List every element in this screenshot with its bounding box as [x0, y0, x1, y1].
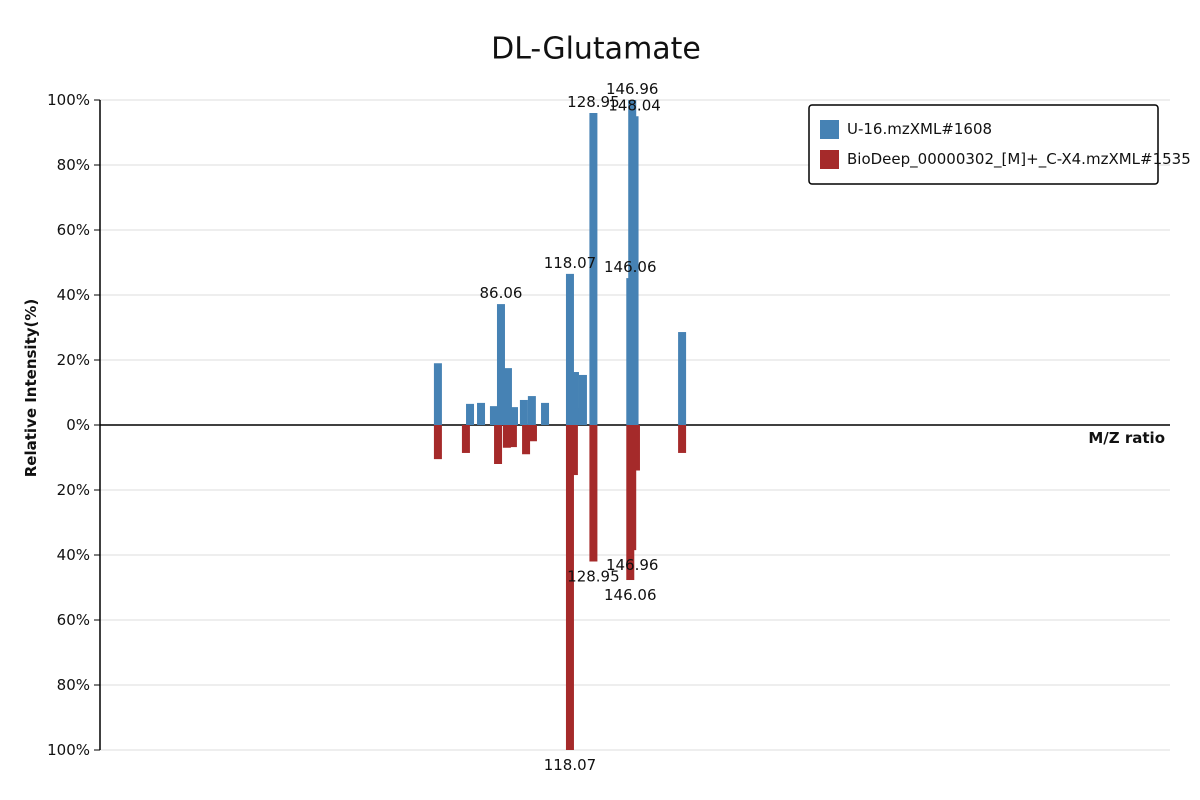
bar — [527, 396, 536, 425]
peak-label: 146.96 — [606, 80, 659, 98]
peak-label: 148.04 — [608, 96, 661, 114]
bar — [477, 402, 486, 425]
legend-swatch — [820, 120, 839, 139]
bar — [678, 425, 687, 453]
legend-label: BioDeep_00000302_[M]+_C-X4.mzXML#1535 — [847, 150, 1191, 169]
bar — [519, 399, 528, 425]
bar — [508, 425, 517, 448]
peak-label: 128.95 — [567, 93, 620, 111]
bar — [565, 425, 574, 750]
bar — [461, 425, 470, 453]
y-tick-label: 0% — [66, 416, 90, 434]
bar — [509, 407, 518, 425]
bar — [466, 403, 475, 425]
y-tick-label: 60% — [57, 611, 90, 629]
bar — [570, 372, 579, 425]
bar — [541, 402, 550, 425]
legend-label: U-16.mzXML#1608 — [847, 120, 992, 138]
y-tick-label: 100% — [47, 91, 90, 109]
bar — [589, 425, 598, 562]
bar — [578, 374, 587, 425]
bar — [528, 425, 537, 442]
y-tick-label: 100% — [47, 741, 90, 759]
peak-label: 146.06 — [604, 258, 657, 276]
bar — [489, 406, 498, 425]
bar — [522, 425, 531, 455]
y-tick-label: 20% — [57, 481, 90, 499]
bar — [569, 425, 578, 476]
legend-swatch — [820, 150, 839, 169]
bar — [631, 425, 640, 471]
y-tick-label: 20% — [57, 351, 90, 369]
peak-label: 128.95 — [567, 568, 620, 586]
bar — [494, 425, 503, 464]
chart-title: DL-Glutamate — [491, 32, 701, 67]
y-tick-label: 40% — [57, 546, 90, 564]
y-tick-label: 40% — [57, 286, 90, 304]
y-tick-label: 80% — [57, 676, 90, 694]
y-axis-label: Relative Intensity(%) — [22, 299, 40, 478]
y-tick-label: 80% — [57, 156, 90, 174]
legend-box — [808, 104, 1159, 185]
y-tick-label: 60% — [57, 221, 90, 239]
bar — [565, 273, 574, 425]
bar — [503, 368, 512, 425]
bar — [678, 332, 687, 425]
x-axis-label: M/Z ratio — [1088, 429, 1165, 447]
bar — [502, 425, 511, 448]
peak-label: 146.96 — [606, 556, 659, 574]
series — [433, 100, 687, 425]
peak-label: 118.07 — [544, 756, 597, 774]
bar — [433, 363, 442, 425]
series — [433, 425, 687, 750]
peak-label: 118.07 — [544, 254, 597, 272]
bar — [496, 304, 505, 425]
bar — [589, 113, 598, 425]
bar — [433, 425, 442, 460]
bar — [628, 425, 637, 551]
peak-label: 146.06 — [604, 586, 657, 604]
peak-label: 86.06 — [479, 284, 522, 302]
bar — [630, 116, 639, 425]
